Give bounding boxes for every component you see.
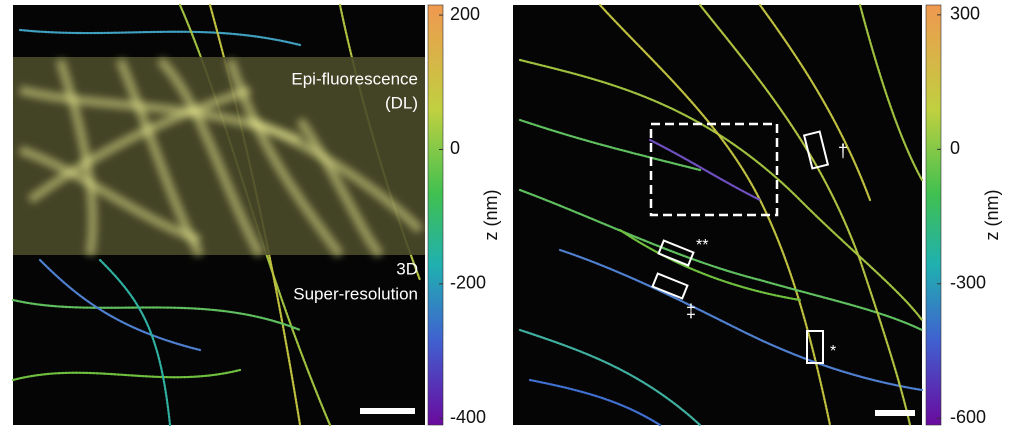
figure: Epi-fluorescence (DL) 3D Super-resolutio… xyxy=(0,0,1010,429)
colorbar-tick-label: 0 xyxy=(950,138,960,158)
annotation: † xyxy=(838,141,848,161)
annotation: ** xyxy=(696,237,708,254)
colorbar-label: z (nm) xyxy=(982,190,1002,241)
colorbar-label: z (nm) xyxy=(481,190,501,241)
overlay-label: Epi-fluorescence xyxy=(291,69,418,88)
colorbar-tick-label: 200 xyxy=(450,4,480,24)
overlay-label: (DL) xyxy=(385,93,418,112)
colorbar-tick-label: -600 xyxy=(950,407,986,427)
bottom-label: Super-resolution xyxy=(293,284,418,303)
colorbar xyxy=(926,5,941,425)
colorbar-tick-label: 0 xyxy=(450,138,460,158)
colorbar-tick-label: -200 xyxy=(450,273,486,293)
colorbar-tick-label: -300 xyxy=(950,273,986,293)
bottom-label: 3D xyxy=(396,259,418,278)
annotation: ‡ xyxy=(686,301,696,321)
left-image: Epi-fluorescence (DL) 3D Super-resolutio… xyxy=(13,5,425,425)
right-image: † ** ‡ * xyxy=(513,5,922,425)
annotation: * xyxy=(830,343,836,360)
colorbar-tick-label: -400 xyxy=(450,407,486,427)
colorbar-tick-label: 300 xyxy=(950,4,980,24)
colorbar xyxy=(428,5,443,425)
